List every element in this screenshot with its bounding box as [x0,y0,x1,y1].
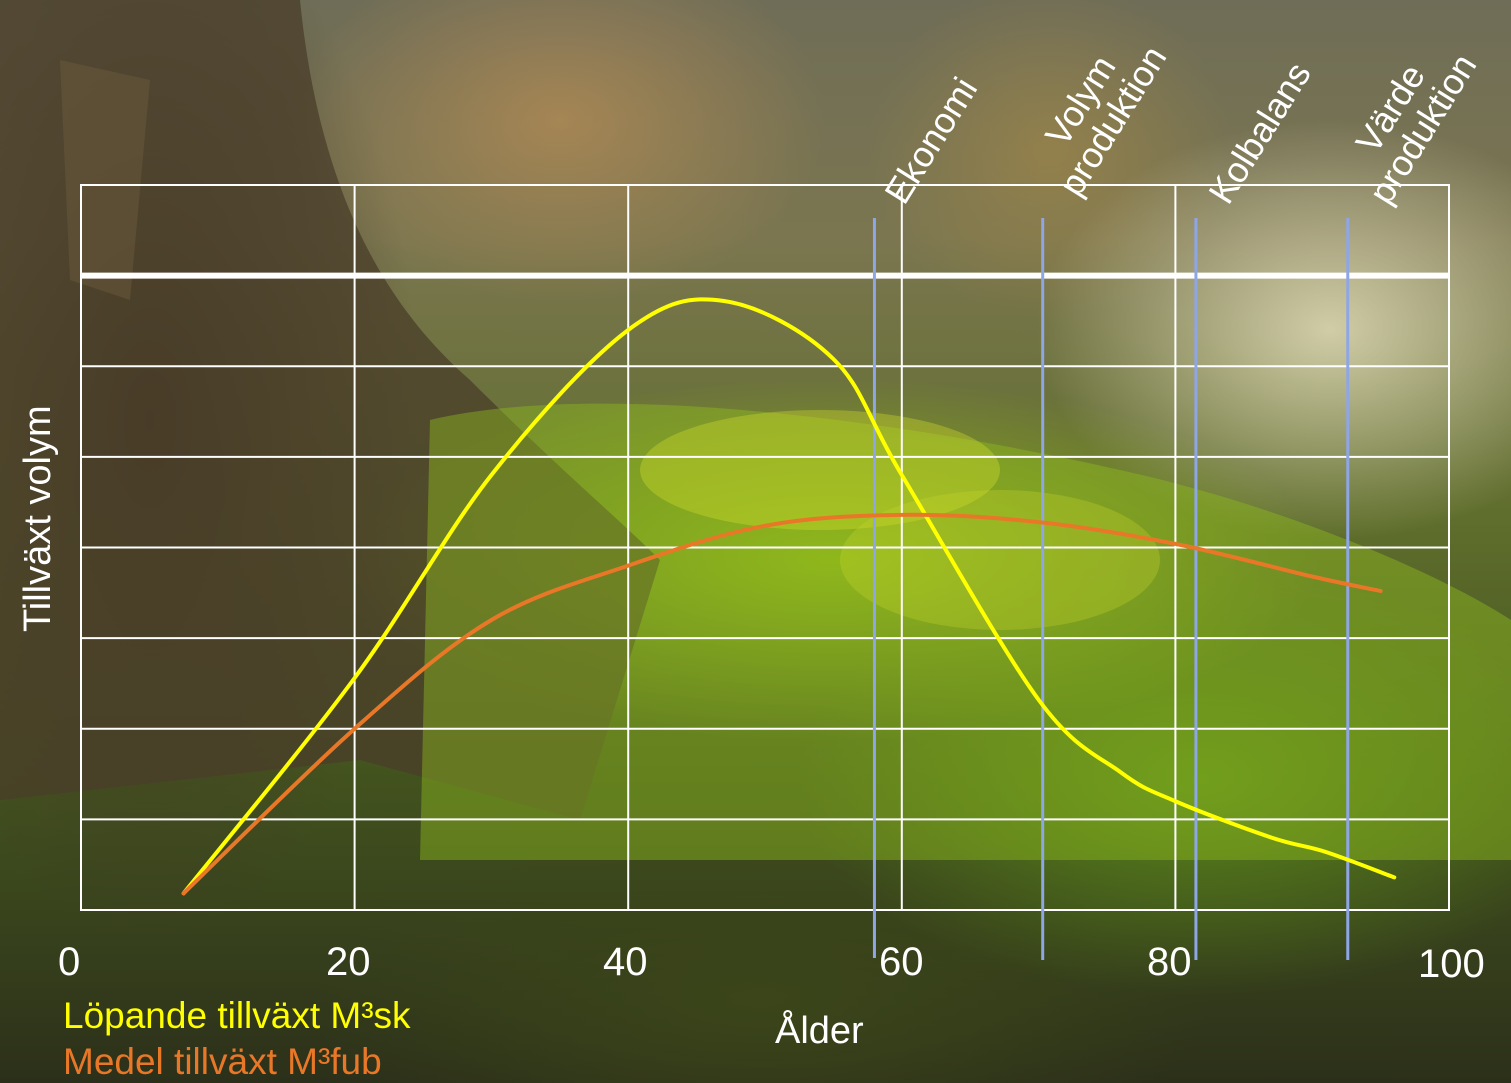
x-tick-label: 20 [326,940,371,984]
series-line-lopande-tillvaxt [181,297,1397,896]
x-axis-title: Ålder [775,1010,864,1052]
legend-item-series1: Löpande tillväxt M³sk [63,995,411,1036]
background-moss [420,403,1511,860]
vertical-markers [872,218,1350,960]
series-line-medel-tillvaxt [181,512,1383,896]
x-tick-label: 100 [1418,942,1485,986]
y-axis-title: Tillväxt volym [17,405,59,632]
legend-item-series2: Medel tillväxt M³fub [63,1041,382,1082]
x-tick-label: 0 [58,940,81,984]
series-lines [181,297,1397,896]
x-tick-label: 40 [603,940,648,984]
x-tick-label: 60 [879,940,924,984]
background-tree-trunk [0,0,660,820]
x-tick-label: 80 [1147,940,1192,984]
